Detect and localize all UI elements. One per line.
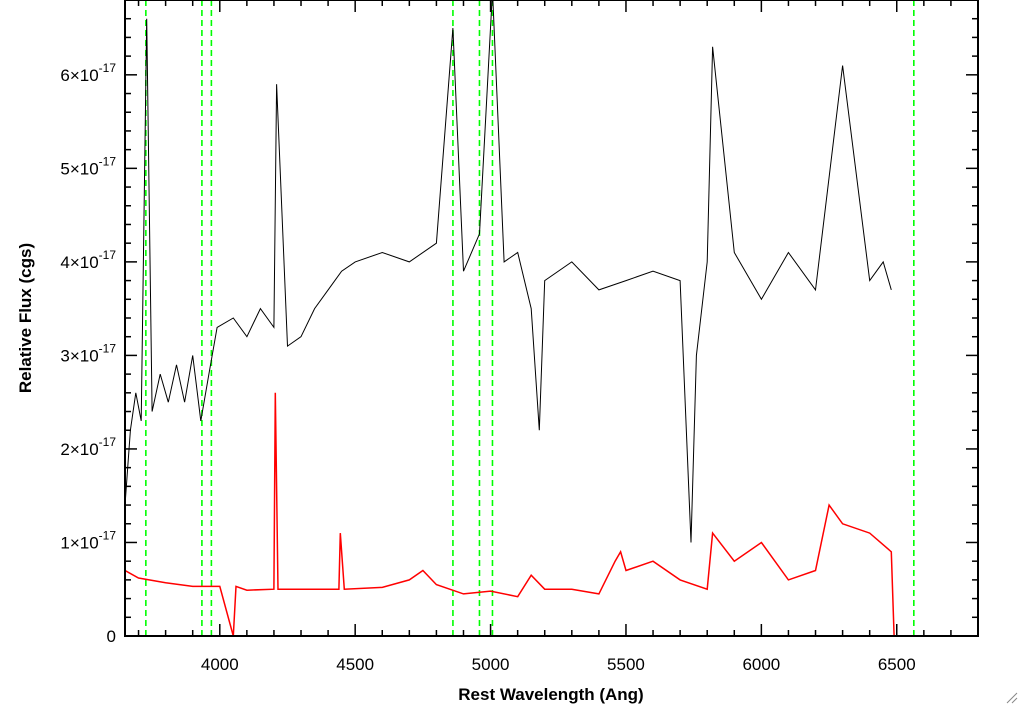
y-tick-label: 4×10-17 — [60, 248, 116, 272]
plot-axes — [124, 0, 979, 637]
y-tick-label: 3×10-17 — [60, 341, 116, 365]
x-tick-label: 4000 — [201, 655, 239, 674]
y-axis-ticks: 0 1×10-17 2×10-17 3×10-17 4×10-17 5×10-17 6×10… — [60, 17, 978, 646]
y-tick-label: 1×10-17 — [60, 528, 116, 552]
spectrum-series — [124, 0, 978, 637]
resize-grip-icon[interactable] — [1004, 690, 1018, 704]
spectrum-line — [124, 0, 892, 543]
y-tick-label: 6×10-17 — [60, 61, 116, 85]
x-axis-label: Rest Wavelength (Ang) — [458, 685, 643, 704]
x-tick-label: 4500 — [336, 655, 374, 674]
y-axis-label: Relative Flux (cgs) — [16, 243, 35, 393]
plot-frame — [124, 0, 979, 637]
x-tick-label: 6000 — [742, 655, 780, 674]
y-tick-label: 0 — [107, 627, 116, 646]
y-tick-label: 5×10-17 — [60, 154, 116, 178]
x-tick-label: 5000 — [472, 655, 510, 674]
x-tick-label: 5500 — [607, 655, 645, 674]
emission-line-markers — [145, 0, 915, 636]
x-axis-ticks: 4000 4500 5000 5500 6000 6500 — [137, 0, 979, 674]
x-tick-label: 6500 — [878, 655, 916, 674]
y-tick-label: 2×10-17 — [60, 435, 116, 459]
error-line — [124, 392, 978, 637]
